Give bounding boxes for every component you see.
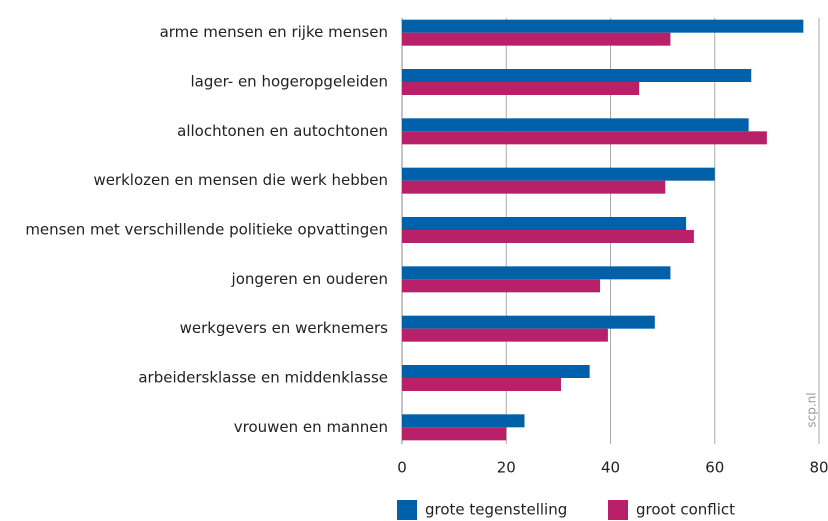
y-tick-label: jongeren en ouderen (231, 270, 388, 288)
watermark: scp.nl (805, 392, 819, 427)
legend-swatch (608, 500, 628, 520)
y-tick-label: mensen met verschillende politieke opvat… (25, 221, 388, 239)
bar (402, 217, 687, 230)
bar (402, 131, 767, 145)
x-tick-label: 60 (705, 459, 724, 477)
legend-label: grote tegenstelling (425, 501, 567, 519)
x-tick-label: 0 (397, 459, 407, 477)
y-tick-label: werklozen en mensen die werk hebben (93, 171, 388, 189)
bar (402, 427, 507, 441)
legend-label: groot conflict (636, 501, 735, 519)
bar (402, 414, 525, 428)
bar (402, 69, 752, 82)
y-tick-label: arme mensen en rijke mensen (160, 23, 388, 41)
bar (402, 365, 590, 378)
x-tick-label: 20 (497, 459, 516, 477)
bar (402, 266, 671, 280)
x-tick-label: 40 (601, 459, 620, 477)
bar (402, 19, 804, 33)
bar (402, 180, 666, 194)
y-tick-label: allochtonen en autochtonen (177, 122, 388, 140)
y-tick-label: werkgevers en werknemers (180, 319, 389, 337)
bar (402, 315, 655, 329)
bar (402, 279, 601, 293)
y-tick-label: vrouwen en mannen (234, 418, 388, 436)
x-tick-label: 80 (809, 459, 828, 477)
bar (402, 82, 640, 95)
bar (402, 230, 694, 243)
legend-swatch (397, 500, 417, 520)
bar (402, 328, 608, 342)
y-tick-label: lager- en hogeropgeleiden (190, 73, 388, 91)
y-tick-label: arbeidersklasse en middenklasse (138, 369, 388, 387)
bar (402, 118, 749, 132)
bar (402, 378, 561, 391)
bar (402, 32, 671, 46)
bar (402, 167, 715, 181)
